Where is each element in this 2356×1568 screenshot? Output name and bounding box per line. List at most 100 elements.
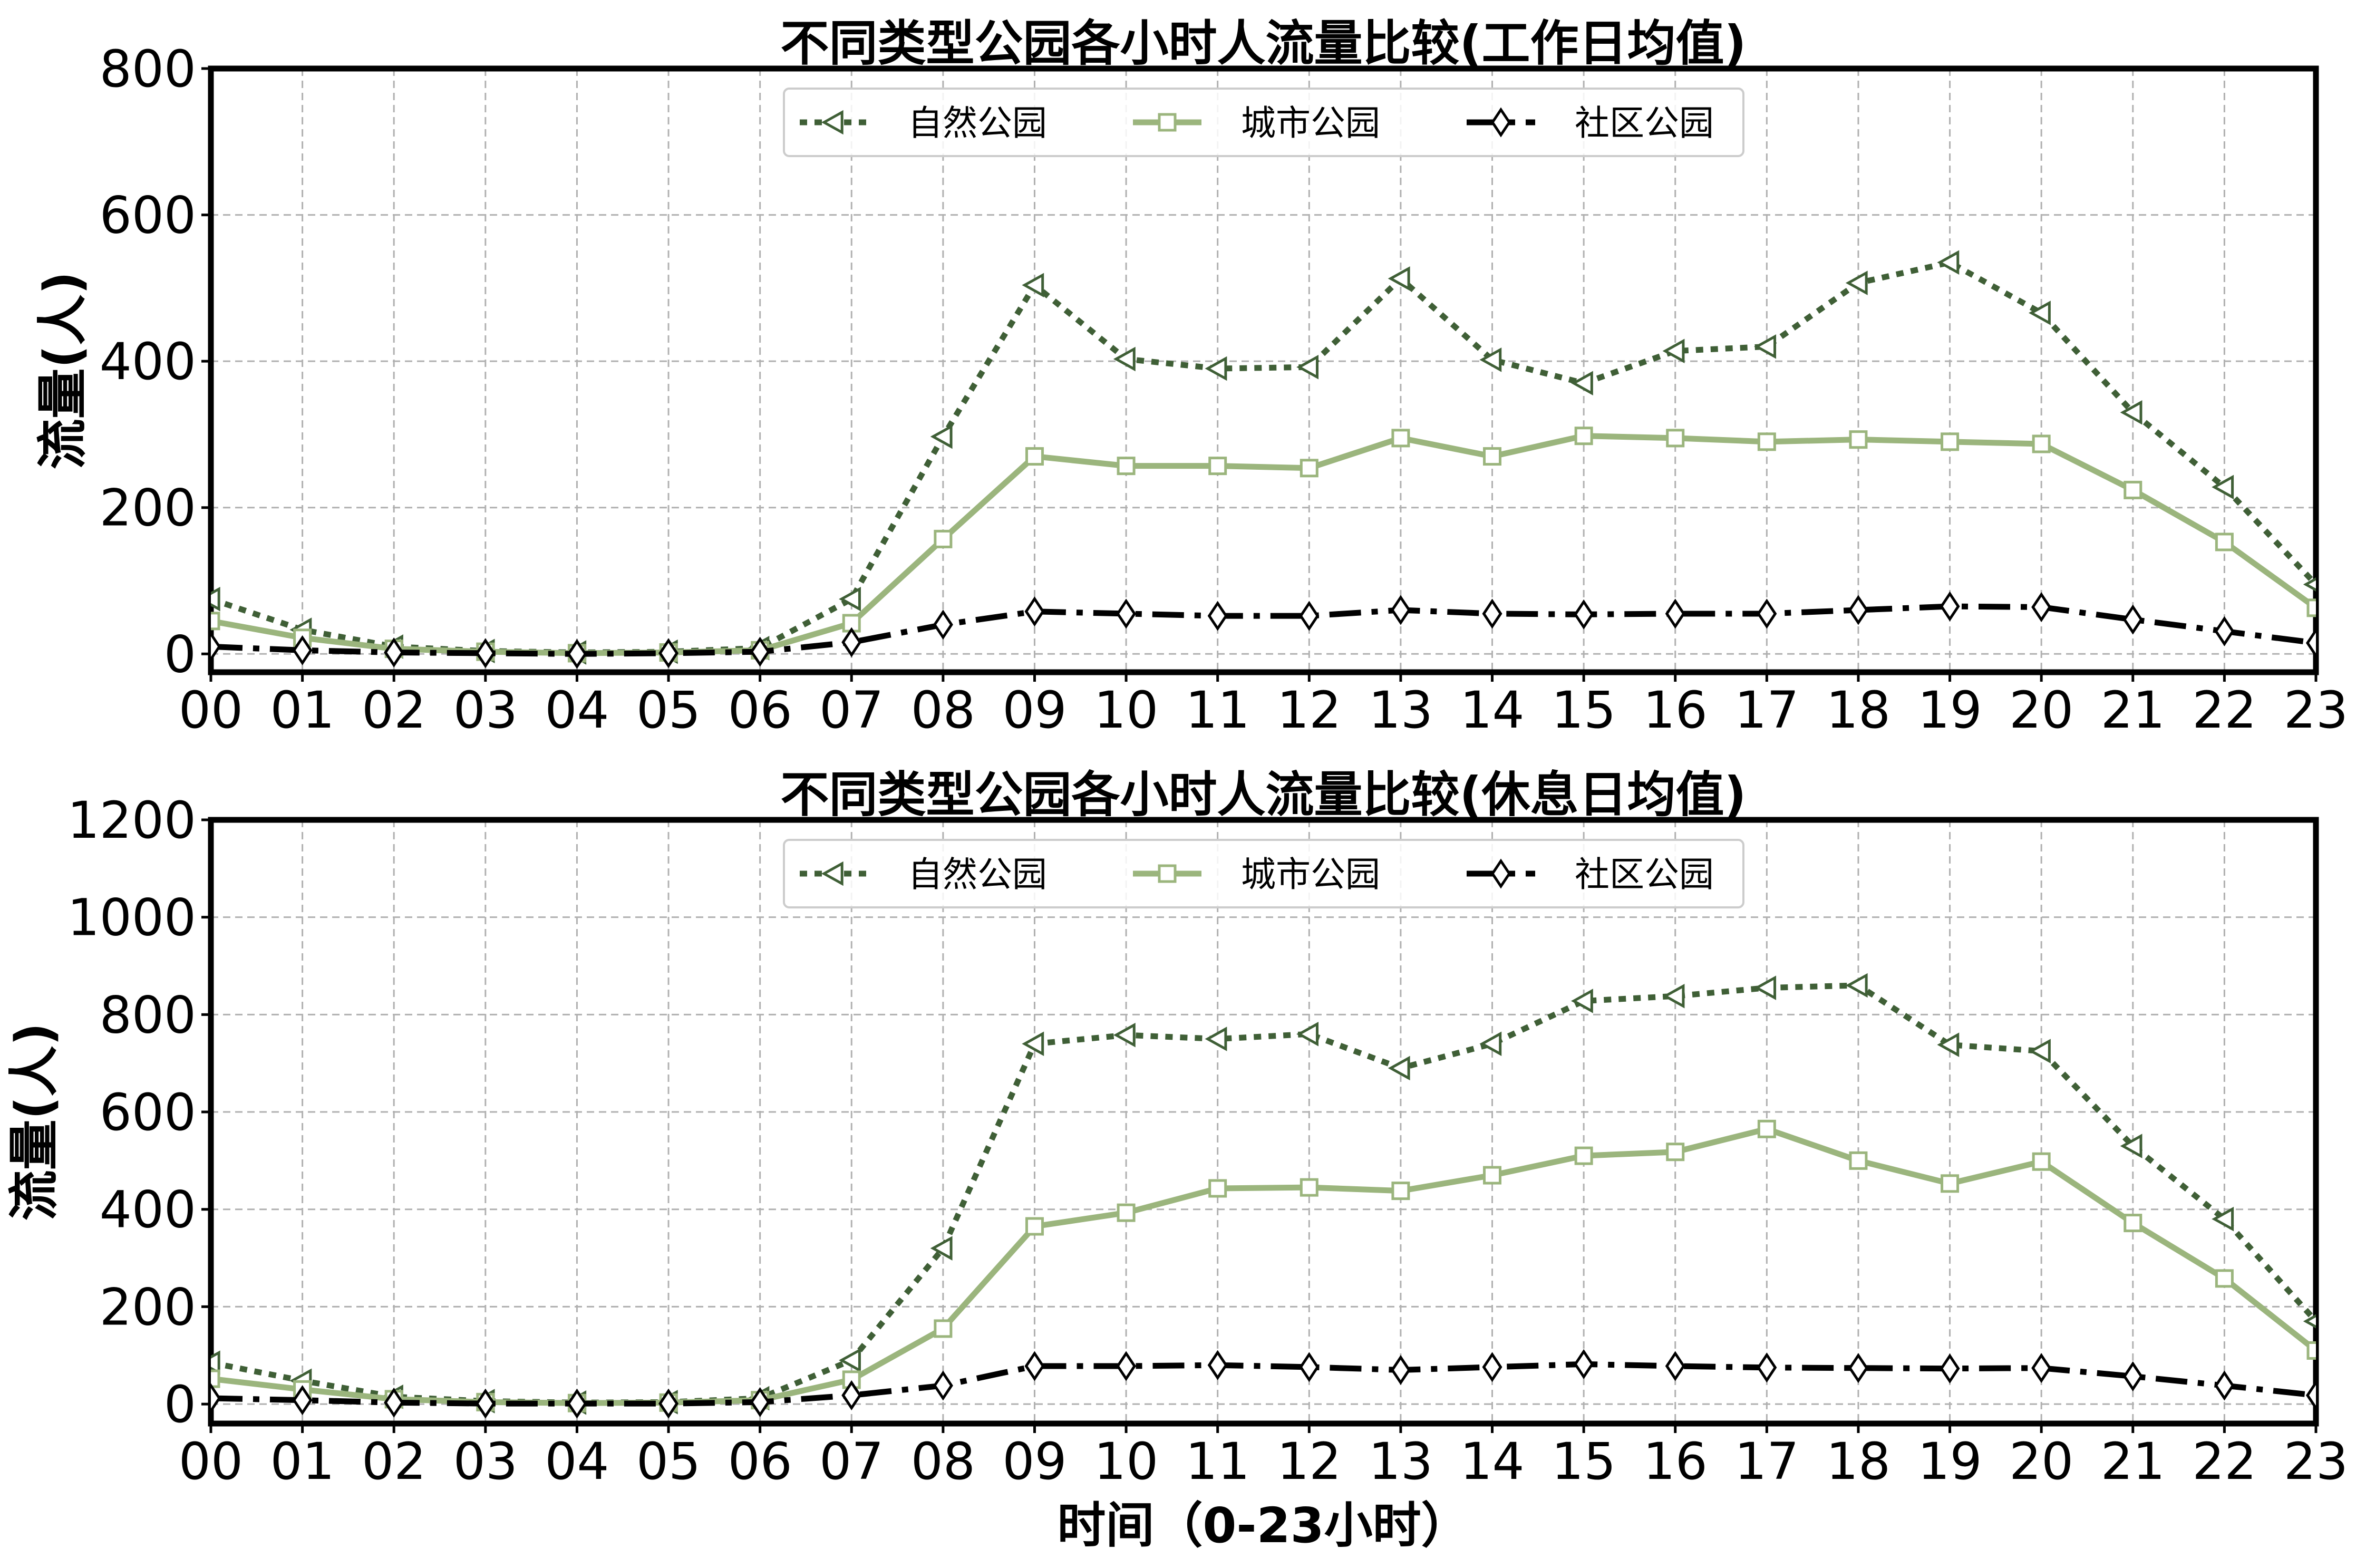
data-point	[934, 1319, 953, 1338]
data-point	[1113, 1022, 1136, 1048]
x-tick-label: 16	[1643, 1432, 1708, 1491]
data-point	[933, 609, 953, 640]
x-tick-label: 10	[1094, 1432, 1158, 1491]
x-tick-label: 22	[2192, 681, 2256, 740]
data-point	[1845, 973, 1868, 998]
data-point	[1296, 1022, 1319, 1047]
data-point	[1483, 1166, 1502, 1185]
x-axis-label: 时间（0-23小时）	[1057, 1497, 1469, 1554]
series-line	[211, 982, 2316, 1406]
grid-lines	[210, 67, 2317, 672]
data-point	[292, 1385, 313, 1416]
data-point	[1024, 1351, 1045, 1381]
data-point	[2120, 400, 2142, 425]
data-point	[1754, 334, 1777, 359]
data-point	[1757, 1119, 1776, 1138]
legend-box	[783, 88, 1744, 157]
data-point	[2124, 480, 2142, 499]
data-point	[930, 424, 953, 449]
x-tick-label: 22	[2192, 1432, 2256, 1491]
data-point	[2215, 533, 2234, 551]
data-point	[1391, 1182, 1410, 1201]
data-point	[2306, 598, 2316, 617]
x-tick-label: 20	[2009, 681, 2073, 740]
data-point	[1483, 447, 1502, 466]
x-tick-label: 23	[2284, 1432, 2348, 1491]
y-tick-label: 1000	[67, 888, 196, 947]
legend-marker	[1158, 113, 1177, 132]
data-point	[211, 612, 220, 631]
data-point	[1022, 1031, 1044, 1057]
data-point	[1117, 457, 1136, 476]
data-point	[1390, 595, 1411, 625]
data-point	[567, 638, 587, 669]
legend-label: 自然公园	[908, 103, 1047, 143]
x-tick-label: 18	[1826, 1432, 1890, 1491]
legend-label: 城市公园	[1241, 854, 1380, 895]
data-point	[1662, 338, 1685, 363]
data-point	[2214, 1370, 2235, 1401]
legend-label: 自然公园	[908, 854, 1047, 895]
x-tick-label: 14	[1460, 681, 1524, 740]
x-tick-label: 09	[1002, 1432, 1066, 1491]
data-point	[1574, 427, 1593, 446]
data-point	[1570, 989, 1593, 1013]
data-point	[1849, 1151, 1868, 1170]
data-point	[1757, 432, 1776, 451]
data-point	[1845, 270, 1868, 295]
data-point	[2212, 1206, 2234, 1232]
data-point	[1574, 1146, 1593, 1165]
x-tick-label: 15	[1552, 1432, 1616, 1491]
x-tick-label: 16	[1643, 681, 1708, 740]
data-point	[1757, 1352, 1777, 1383]
data-point	[1299, 601, 1320, 631]
data-point	[1116, 598, 1137, 629]
series-1	[211, 973, 2316, 1415]
data-point	[1388, 266, 1410, 291]
legend-label: 社区公园	[1575, 103, 1714, 143]
data-point	[2303, 1314, 2316, 1329]
y-tick-label: 0	[164, 1375, 196, 1434]
x-tick-label: 08	[911, 681, 975, 740]
data-point	[750, 1387, 770, 1417]
data-point	[1574, 1349, 1594, 1379]
data-point	[475, 638, 496, 669]
x-tick-label: 06	[728, 681, 792, 740]
data-point	[1482, 598, 1502, 629]
data-point	[2215, 1269, 2234, 1288]
data-point	[2031, 1353, 2052, 1383]
data-point	[1024, 596, 1045, 627]
legend-marker	[821, 861, 843, 886]
y-tick-label: 800	[100, 40, 196, 99]
data-point	[1117, 1203, 1136, 1222]
x-tick-label: 02	[362, 1432, 426, 1491]
legend: 自然公园 城市公园 社区公园	[783, 839, 1744, 908]
data-point	[1116, 1351, 1137, 1381]
data-point	[839, 586, 861, 612]
data-point	[211, 586, 220, 612]
data-point	[1207, 1350, 1228, 1380]
data-point	[2029, 1039, 2051, 1063]
x-tick-label: 01	[270, 1432, 335, 1491]
data-point	[1482, 1352, 1502, 1382]
plot-frame	[208, 65, 2319, 675]
y-tick-label: 800	[100, 985, 196, 1044]
data-point	[1207, 601, 1228, 631]
x-tick-label: 13	[1369, 681, 1433, 740]
data-point	[2120, 1134, 2142, 1158]
grid-lines	[210, 819, 2317, 1424]
x-tick-label: 15	[1552, 681, 1616, 740]
y-tick-label: 600	[100, 1083, 196, 1142]
data-point	[658, 1388, 679, 1419]
y-axis-label: 流量(人)	[33, 272, 92, 470]
data-point	[2212, 475, 2234, 500]
data-point	[1300, 1178, 1318, 1197]
data-point	[2305, 1380, 2316, 1410]
legend-marker	[821, 110, 843, 135]
x-tick-label: 14	[1460, 1432, 1524, 1491]
data-point	[1665, 1351, 1685, 1381]
data-point	[1574, 599, 1594, 630]
data-point	[1662, 984, 1685, 1009]
x-tick-label: 09	[1002, 681, 1066, 740]
